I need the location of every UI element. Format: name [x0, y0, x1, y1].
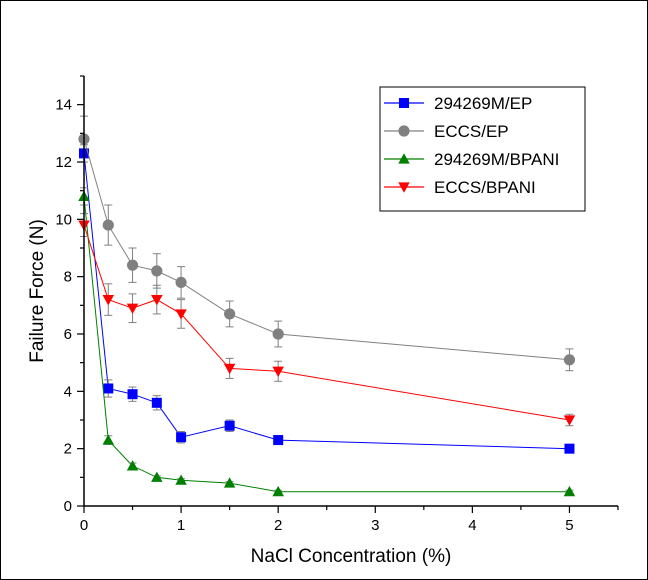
legend-label: ECCS/BPANI — [434, 178, 536, 197]
data-point — [151, 295, 163, 306]
x-tick-label: 0 — [80, 517, 88, 534]
data-point — [175, 276, 187, 288]
data-point — [103, 383, 114, 394]
legend-item: ECCS/BPANI — [384, 178, 536, 197]
y-tick-label: 8 — [64, 269, 72, 286]
y-tick-label: 12 — [55, 154, 72, 171]
data-point — [175, 474, 187, 485]
x-axis-ticks: 0 1 2 3 4 5 — [80, 506, 619, 534]
y-tick-label: 14 — [55, 97, 72, 114]
legend-item: 294269M/BPANI — [384, 150, 559, 169]
y-tick-label: 4 — [64, 383, 72, 400]
data-point — [272, 485, 284, 497]
y-axis-ticks: 0 2 4 6 8 10 12 14 — [55, 75, 84, 515]
data-point — [102, 295, 115, 306]
legend-marker — [398, 182, 410, 193]
x-axis-title: NaCl Concentration (%) — [251, 546, 452, 567]
data-point — [272, 366, 284, 378]
data-point — [563, 415, 576, 426]
x-tick-label: 3 — [371, 517, 379, 534]
data-point — [273, 435, 284, 446]
data-point — [126, 259, 139, 271]
x-tick-label: 1 — [177, 517, 185, 534]
data-point — [151, 397, 162, 408]
data-point — [223, 477, 236, 488]
y-tick-label: 0 — [64, 498, 72, 515]
y-axis-title: Failure Force (N) — [27, 219, 48, 363]
legend-item: 294269M/EP — [384, 94, 532, 113]
data-point — [127, 389, 138, 400]
data-point — [102, 434, 115, 445]
y-tick-label: 2 — [64, 441, 72, 458]
data-point — [563, 485, 576, 497]
y-tick-label: 10 — [55, 211, 72, 228]
data-point — [224, 420, 235, 431]
legend-marker — [398, 125, 410, 137]
x-tick-label: 4 — [468, 517, 476, 534]
series-line — [83, 138, 570, 361]
data-point — [175, 309, 187, 320]
legend-box — [379, 86, 586, 212]
legend-label: 294269M/BPANI — [434, 150, 559, 169]
legend: 294269M/EP ECCS/EP 294269M/BPANI ECCS/BPANI — [379, 86, 586, 212]
data-point — [126, 460, 139, 471]
y-tick-label: 6 — [64, 326, 72, 343]
legend-marker — [398, 153, 410, 164]
legend-label: 294269M/EP — [434, 94, 532, 113]
series-line — [83, 224, 570, 421]
data-point — [126, 303, 139, 314]
data-point — [563, 354, 576, 366]
legend-label: ECCS/EP — [434, 122, 509, 141]
data-point — [151, 471, 163, 482]
data-point — [564, 443, 575, 454]
data-point — [176, 432, 187, 443]
data-point — [223, 363, 236, 375]
series-2 — [78, 115, 576, 372]
legend-marker — [399, 98, 409, 108]
x-tick-label: 5 — [565, 517, 573, 534]
x-tick-label: 2 — [274, 517, 282, 534]
data-point — [272, 328, 284, 340]
data-point — [102, 219, 114, 231]
legend-item: ECCS/EP — [384, 122, 509, 141]
data-point — [224, 308, 236, 320]
series-4 — [78, 213, 576, 427]
data-point — [151, 265, 163, 277]
